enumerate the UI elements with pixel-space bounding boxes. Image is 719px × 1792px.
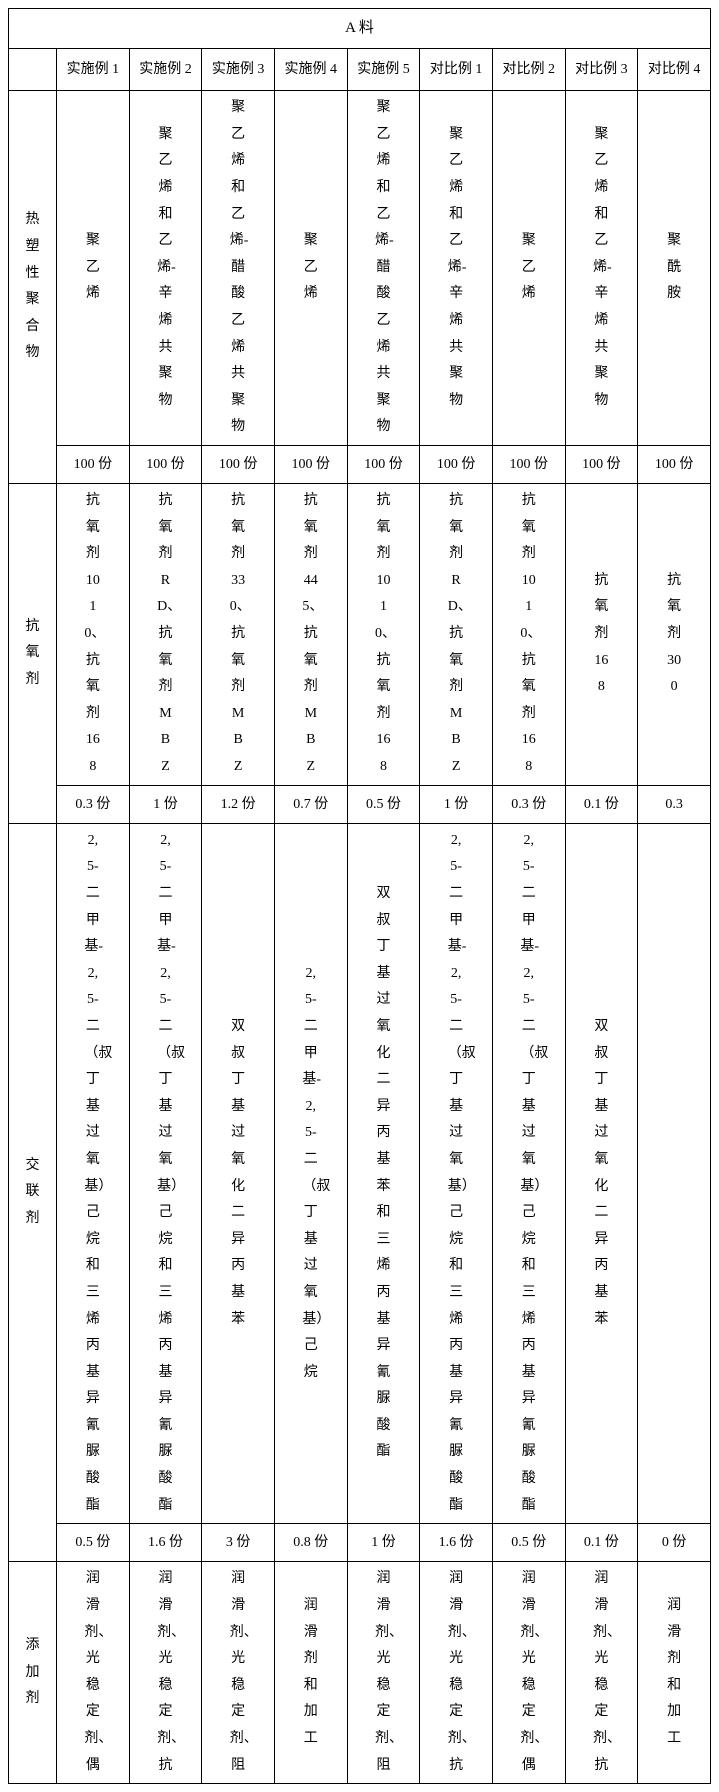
polymer-row: 热塑性聚合物 聚乙烯 聚乙烯和乙烯-辛烯共聚物 聚乙烯和乙烯-醋酸乙烯共聚物 聚… [9, 91, 711, 446]
additive-cell: 润滑剂和加工 [638, 1562, 711, 1784]
crosslink-cell: 2,5-二甲基-2,5-二（叔丁基过氧基）己烷和三烯丙基异氰脲酸酯 [57, 823, 130, 1523]
col-header: 实施例 3 [202, 49, 275, 91]
crosslink-cell: 2,5-二甲基-2,5-二（叔丁基过氧基）己烷 [274, 823, 347, 1523]
polymer-cell: 聚乙烯和乙烯-辛烯共聚物 [129, 91, 202, 446]
amount-cell: 100 份 [274, 445, 347, 483]
amount-cell: 100 份 [492, 445, 565, 483]
polymer-cell: 聚乙烯 [57, 91, 130, 446]
amount-cell: 1.6 份 [129, 1524, 202, 1562]
col-header: 对比例 2 [492, 49, 565, 91]
crosslink-label: 交联剂 [9, 823, 57, 1562]
polymer-cell: 聚乙烯 [492, 91, 565, 446]
additive-cell: 润滑剂、光稳定剂、偶 [57, 1562, 130, 1784]
col-header: 对比例 4 [638, 49, 711, 91]
amount-cell: 100 份 [420, 445, 493, 483]
amount-cell: 0.8 份 [274, 1524, 347, 1562]
polymer-cell: 聚酰胺 [638, 91, 711, 446]
amount-cell: 1 份 [420, 785, 493, 823]
amount-cell: 100 份 [202, 445, 275, 483]
amount-cell: 0.7 份 [274, 785, 347, 823]
crosslink-cell: 2,5-二甲基-2,5-二（叔丁基过氧基）己烷和三烯丙基异氰脲酸酯 [492, 823, 565, 1523]
antiox-cell: 抗氧剂RD、抗氧剂MBZ [129, 484, 202, 786]
antiox-cell: 抗氧剂1010、抗氧剂168 [57, 484, 130, 786]
polymer-cell: 聚乙烯 [274, 91, 347, 446]
polymer-cell: 聚乙烯和乙烯-醋酸乙烯共聚物 [202, 91, 275, 446]
additive-cell: 润滑剂、光稳定剂、抗 [420, 1562, 493, 1784]
antiox-cell: 抗氧剂RD、抗氧剂MBZ [420, 484, 493, 786]
amount-cell: 0.3 份 [492, 785, 565, 823]
crosslink-amount-row: 0.5 份 1.6 份 3 份 0.8 份 1 份 1.6 份 0.5 份 0.… [9, 1524, 711, 1562]
antiox-row: 抗氧剂 抗氧剂1010、抗氧剂168 抗氧剂RD、抗氧剂MBZ 抗氧剂330、抗… [9, 484, 711, 786]
crosslink-cell: 双叔丁基过氧化二异丙基苯和三烯丙基异氰脲酸酯 [347, 823, 420, 1523]
col-header: 对比例 1 [420, 49, 493, 91]
crosslink-cell: 双叔丁基过氧化二异丙基苯 [565, 823, 638, 1523]
additive-cell: 润滑剂、光稳定剂、抗 [129, 1562, 202, 1784]
polymer-cell: 聚乙烯和乙烯-辛烯共聚物 [565, 91, 638, 446]
table-title: A 料 [9, 9, 711, 49]
header-row: 实施例 1 实施例 2 实施例 3 实施例 4 实施例 5 对比例 1 对比例 … [9, 49, 711, 91]
amount-cell: 0.5 份 [492, 1524, 565, 1562]
col-header: 实施例 5 [347, 49, 420, 91]
antiox-cell: 抗氧剂1010、抗氧剂168 [492, 484, 565, 786]
antiox-cell: 抗氧剂330、抗氧剂MBZ [202, 484, 275, 786]
amount-cell: 0.1 份 [565, 785, 638, 823]
amount-cell: 100 份 [129, 445, 202, 483]
polymer-label: 热塑性聚合物 [9, 91, 57, 484]
amount-cell: 100 份 [638, 445, 711, 483]
antiox-label: 抗氧剂 [9, 484, 57, 824]
antiox-cell: 抗氧剂168 [565, 484, 638, 786]
crosslink-cell: 2,5-二甲基-2,5-二（叔丁基过氧基）己烷和三烯丙基异氰脲酸酯 [129, 823, 202, 1523]
col-header: 实施例 1 [57, 49, 130, 91]
amount-cell: 0.3 [638, 785, 711, 823]
additive-cell: 润滑剂、光稳定剂、阻 [202, 1562, 275, 1784]
amount-cell: 0.3 份 [57, 785, 130, 823]
amount-cell: 100 份 [565, 445, 638, 483]
antiox-amount-row: 0.3 份 1 份 1.2 份 0.7 份 0.5 份 1 份 0.3 份 0.… [9, 785, 711, 823]
amount-cell: 1 份 [347, 1524, 420, 1562]
antiox-cell: 抗氧剂1010、抗氧剂168 [347, 484, 420, 786]
amount-cell: 0.1 份 [565, 1524, 638, 1562]
antiox-cell: 抗氧剂300 [638, 484, 711, 786]
crosslink-cell: 2,5-二甲基-2,5-二（叔丁基过氧基）己烷和三烯丙基异氰脲酸酯 [420, 823, 493, 1523]
amount-cell: 0.5 份 [347, 785, 420, 823]
crosslink-cell: 双叔丁基过氧化二异丙基苯 [202, 823, 275, 1523]
amount-cell: 100 份 [57, 445, 130, 483]
additive-row: 添加剂 润滑剂、光稳定剂、偶 润滑剂、光稳定剂、抗 润滑剂、光稳定剂、阻 润滑剂… [9, 1562, 711, 1784]
col-header: 实施例 2 [129, 49, 202, 91]
header-blank [9, 49, 57, 91]
additive-cell: 润滑剂、光稳定剂、抗 [565, 1562, 638, 1784]
amount-cell: 1.2 份 [202, 785, 275, 823]
additive-label: 添加剂 [9, 1562, 57, 1784]
polymer-cell: 聚乙烯和乙烯-醋酸乙烯共聚物 [347, 91, 420, 446]
additive-cell: 润滑剂和加工 [274, 1562, 347, 1784]
amount-cell: 0.5 份 [57, 1524, 130, 1562]
col-header: 实施例 4 [274, 49, 347, 91]
antiox-cell: 抗氧剂445、抗氧剂MBZ [274, 484, 347, 786]
polymer-amount-row: 100 份 100 份 100 份 100 份 100 份 100 份 100 … [9, 445, 711, 483]
amount-cell: 0 份 [638, 1524, 711, 1562]
crosslink-cell [638, 823, 711, 1523]
title-row: A 料 [9, 9, 711, 49]
additive-cell: 润滑剂、光稳定剂、阻 [347, 1562, 420, 1784]
amount-cell: 1.6 份 [420, 1524, 493, 1562]
amount-cell: 3 份 [202, 1524, 275, 1562]
col-header: 对比例 3 [565, 49, 638, 91]
additive-cell: 润滑剂、光稳定剂、偶 [492, 1562, 565, 1784]
amount-cell: 100 份 [347, 445, 420, 483]
amount-cell: 1 份 [129, 785, 202, 823]
crosslink-row: 交联剂 2,5-二甲基-2,5-二（叔丁基过氧基）己烷和三烯丙基异氰脲酸酯 2,… [9, 823, 711, 1523]
polymer-cell: 聚乙烯和乙烯-辛烯共聚物 [420, 91, 493, 446]
material-table: A 料 实施例 1 实施例 2 实施例 3 实施例 4 实施例 5 对比例 1 … [8, 8, 711, 1784]
